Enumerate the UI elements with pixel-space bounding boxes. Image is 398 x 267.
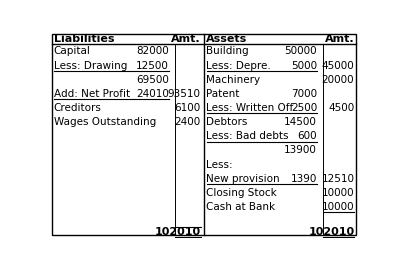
- Text: Assets: Assets: [206, 34, 248, 44]
- Text: Amt.: Amt.: [171, 34, 201, 44]
- Text: Less: Drawing: Less: Drawing: [54, 61, 127, 70]
- Text: 50000: 50000: [285, 46, 317, 56]
- Text: Creditors: Creditors: [54, 103, 101, 113]
- Text: 14500: 14500: [284, 117, 317, 127]
- Text: Less: Written Off: Less: Written Off: [206, 103, 294, 113]
- Text: 102010: 102010: [155, 227, 201, 237]
- Text: Less: Depre.: Less: Depre.: [206, 61, 271, 70]
- Text: 2500: 2500: [291, 103, 317, 113]
- Text: 93510: 93510: [168, 89, 201, 99]
- Text: 12500: 12500: [136, 61, 169, 70]
- Text: 24010: 24010: [136, 89, 169, 99]
- Text: 6100: 6100: [175, 103, 201, 113]
- Text: Machinery: Machinery: [206, 75, 260, 85]
- Text: 600: 600: [297, 131, 317, 141]
- Text: 7000: 7000: [291, 89, 317, 99]
- Text: 20000: 20000: [322, 75, 354, 85]
- Text: Amt.: Amt.: [325, 34, 354, 44]
- Text: Less: Bad debts: Less: Bad debts: [206, 131, 289, 141]
- Text: Cash at Bank: Cash at Bank: [206, 202, 275, 212]
- Text: 10000: 10000: [322, 202, 354, 212]
- Text: Wages Outstanding: Wages Outstanding: [54, 117, 156, 127]
- Text: Building: Building: [206, 46, 249, 56]
- Text: New provision: New provision: [206, 174, 280, 184]
- Text: 1390: 1390: [291, 174, 317, 184]
- Text: 69500: 69500: [136, 75, 169, 85]
- Text: 4500: 4500: [328, 103, 354, 113]
- Text: Debtors: Debtors: [206, 117, 248, 127]
- Text: Capital: Capital: [54, 46, 90, 56]
- Text: 102010: 102010: [308, 227, 354, 237]
- Text: Liabilities: Liabilities: [54, 34, 114, 44]
- Text: Patent: Patent: [206, 89, 240, 99]
- Text: Closing Stock: Closing Stock: [206, 188, 277, 198]
- Text: 2400: 2400: [175, 117, 201, 127]
- Text: 5000: 5000: [291, 61, 317, 70]
- Text: 82000: 82000: [137, 46, 169, 56]
- Text: 45000: 45000: [322, 61, 354, 70]
- Text: Add: Net Profit: Add: Net Profit: [54, 89, 130, 99]
- Text: 10000: 10000: [322, 188, 354, 198]
- Text: 12510: 12510: [321, 174, 354, 184]
- Text: Less:: Less:: [206, 160, 233, 170]
- Text: 13900: 13900: [284, 146, 317, 155]
